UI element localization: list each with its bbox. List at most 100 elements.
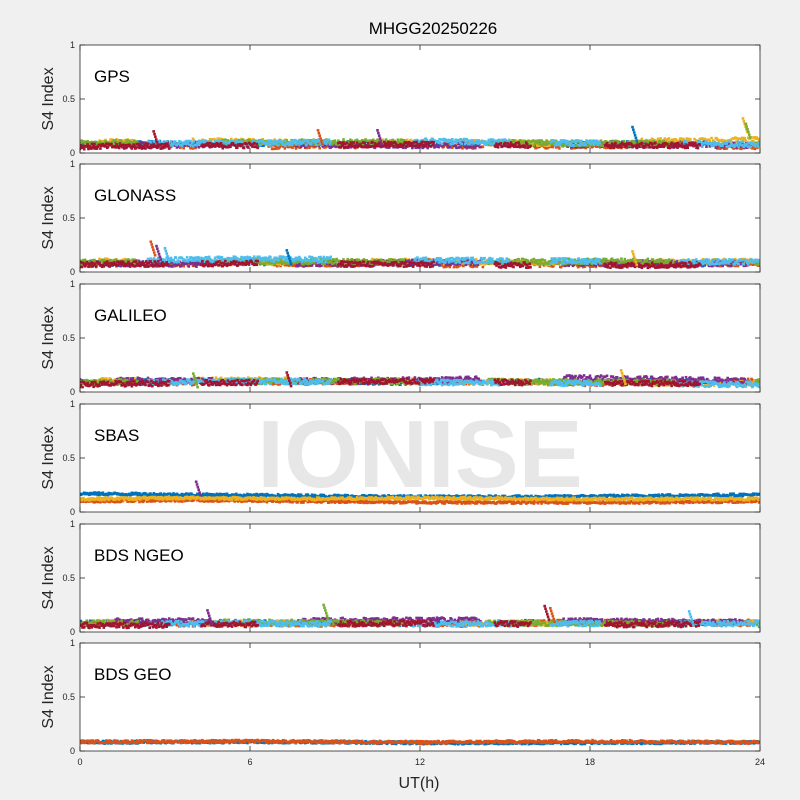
data-point [184,142,187,146]
data-point [174,263,178,266]
data-point [355,138,359,142]
data-point [266,143,270,147]
data-point [124,146,128,150]
data-point [325,145,328,148]
data-point [205,143,208,147]
data-point [740,146,744,149]
data-point [182,146,185,150]
data-point [209,145,213,148]
data-point [573,146,576,150]
data-point [601,144,605,147]
data-point [474,258,478,261]
data-point [404,146,407,150]
data-point [112,139,116,142]
data-point [740,140,743,144]
data-point [638,145,641,149]
data-point [543,141,547,145]
data-point [99,147,102,150]
data-point [462,145,465,149]
data-point [572,143,576,147]
data-point [284,140,287,144]
spike-point [378,137,382,140]
data-point [96,141,100,145]
data-point [739,145,742,148]
data-point [689,144,693,147]
data-point [302,265,305,268]
data-point [674,138,678,141]
data-point [170,265,174,268]
data-point [297,264,300,268]
data-point [650,143,654,146]
data-point [587,143,591,147]
data-point [190,141,194,145]
data-point [456,142,460,145]
data-point [203,141,207,144]
data-point [651,138,655,141]
data-point [98,143,101,146]
data-point [413,140,417,144]
data-point [340,142,344,145]
data-point [355,141,359,144]
data-point [133,144,136,148]
data-point [315,264,319,268]
data-point [545,263,548,267]
spike-point [747,130,750,134]
data-point [130,147,134,150]
data-point [95,263,99,267]
data-point [131,145,134,148]
data-point [110,142,113,146]
data-point [185,139,189,143]
data-point [85,145,89,148]
spike-point [320,139,323,143]
data-point [584,143,588,147]
data-point [387,140,390,144]
data-point [487,138,491,142]
data-point [683,145,686,148]
data-point [679,137,683,140]
data-point [105,140,108,144]
data-point [596,143,599,147]
data-point [428,139,432,142]
data-point [499,141,503,145]
data-point [145,145,149,148]
data-point [496,145,500,149]
data-point [128,144,132,147]
data-point [426,146,429,150]
data-point [370,259,373,263]
data-point [449,142,452,146]
data-point [622,143,626,146]
data-point [757,145,760,148]
data-point [649,138,652,142]
data-point [371,140,374,144]
data-point [175,143,179,147]
data-point [686,146,690,150]
data-point [635,146,639,150]
data-point [128,139,131,143]
data-point [273,138,276,141]
data-point [149,140,152,144]
data-point [235,146,239,149]
data-point [195,143,198,147]
data-point [631,139,634,143]
data-point [308,146,311,150]
data-point [235,139,238,143]
data-point [609,145,613,148]
data-point [127,140,130,144]
data-point [757,137,760,141]
data-point [598,141,602,145]
data-point [371,257,374,261]
data-point [693,137,696,141]
data-point [142,146,146,150]
data-point [512,143,515,146]
data-point [486,141,490,145]
data-point [652,139,656,143]
data-point [373,146,377,150]
data-point [360,145,364,149]
data-point [395,145,399,149]
data-point [258,139,261,143]
data-point [537,260,541,264]
data-point [325,142,328,145]
data-point [630,143,633,146]
data-point [507,145,510,149]
data-point [661,142,665,146]
